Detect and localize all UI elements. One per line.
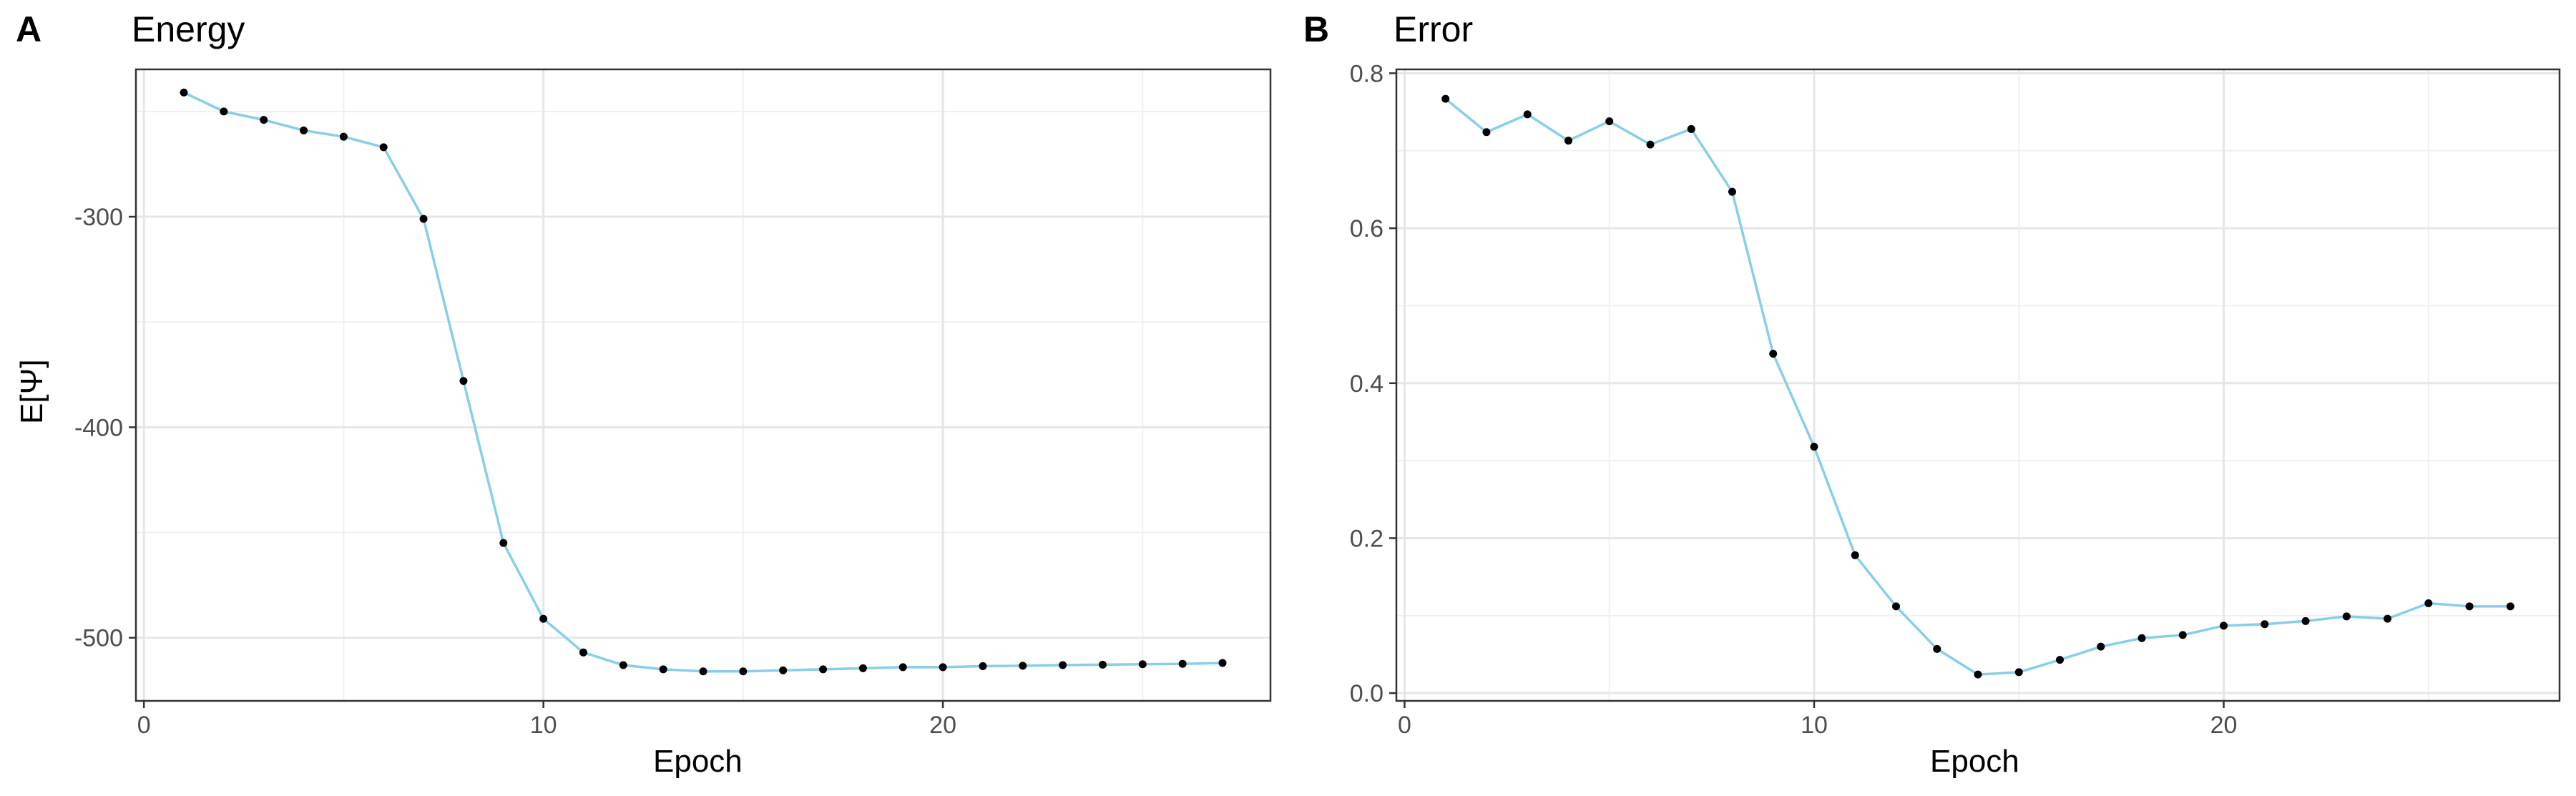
data-point	[699, 667, 707, 676]
data-point	[1482, 128, 1491, 137]
panel-letter: A	[16, 9, 42, 49]
data-point	[1523, 110, 1532, 119]
y-tick-label: -400	[74, 414, 123, 441]
data-point	[379, 143, 388, 152]
data-point	[619, 661, 627, 669]
x-axis-title: Epoch	[653, 744, 743, 779]
data-point	[499, 539, 508, 547]
data-point	[2137, 634, 2146, 642]
plot-border	[1395, 68, 2561, 702]
data-point	[2384, 614, 2392, 623]
y-axis-title: E[Ψ]	[14, 359, 49, 424]
panel-energy: A Energy 0 10 20 -300 -400 -500 Epoch E[Ψ]	[14, 9, 1272, 779]
x-tick-label: 10	[530, 712, 557, 739]
x-axis-title: Epoch	[1930, 744, 2019, 779]
chart-title: Energy	[132, 9, 245, 49]
data-point	[1019, 662, 1027, 670]
data-point	[2220, 621, 2228, 630]
chart-title: Error	[1394, 9, 1474, 49]
data-point	[1769, 350, 1778, 358]
data-point	[979, 662, 987, 670]
data-point	[1178, 659, 1187, 668]
data-point	[1728, 187, 1736, 196]
data-point	[2465, 602, 2474, 611]
data-point	[180, 88, 188, 97]
data-point	[1687, 124, 1695, 133]
data-point	[2097, 642, 2105, 651]
plot-background	[136, 69, 1270, 701]
y-tick-label: 0.2	[1350, 525, 1384, 552]
data-point	[1218, 659, 1227, 667]
data-point	[898, 663, 907, 672]
data-point	[1605, 117, 1614, 126]
data-point	[419, 215, 428, 223]
data-point	[1933, 644, 1941, 653]
data-point	[339, 132, 348, 141]
data-point	[260, 116, 268, 124]
data-point	[819, 665, 828, 674]
y-tick-label: -300	[74, 204, 123, 231]
x-tick-label: 0	[1398, 712, 1411, 739]
y-tick-label: -500	[74, 625, 123, 652]
data-point	[1564, 137, 1572, 145]
data-point	[2342, 612, 2351, 621]
error-chart: 0 10 20 0.0 0.2 0.4 0.6 0.8	[1350, 60, 2561, 739]
data-point	[1138, 660, 1147, 669]
data-point	[579, 648, 587, 657]
data-point	[939, 663, 947, 672]
data-point	[659, 665, 667, 674]
panel-letter: B	[1303, 9, 1330, 49]
data-point	[1891, 602, 1900, 611]
data-point	[459, 377, 468, 385]
data-point	[2261, 620, 2269, 629]
data-point	[2506, 602, 2514, 611]
data-point	[220, 107, 228, 116]
data-point	[1851, 551, 1859, 559]
data-point	[300, 126, 308, 134]
data-point	[1646, 140, 1655, 149]
data-point	[1098, 660, 1107, 669]
data-point	[858, 664, 867, 672]
data-point	[739, 667, 748, 676]
x-tick-label: 0	[137, 712, 151, 739]
data-point	[1059, 661, 1067, 669]
data-point	[1441, 94, 1450, 103]
data-point	[779, 666, 788, 674]
x-tick-label: 10	[1801, 712, 1828, 739]
data-point	[539, 614, 548, 623]
data-point	[2178, 631, 2187, 639]
x-tick-label: 20	[929, 712, 956, 739]
x-tick-label: 20	[2210, 712, 2238, 739]
data-point	[1810, 443, 1818, 451]
data-point	[2014, 668, 2023, 677]
y-tick-label: 0.0	[1350, 680, 1384, 707]
plot-background	[1396, 69, 2560, 701]
y-tick-label: 0.6	[1350, 215, 1384, 242]
data-point	[1974, 670, 1982, 679]
plot-border	[134, 68, 1272, 702]
energy-chart: 0 10 20 -300 -400 -500	[74, 68, 1272, 739]
data-point	[2301, 616, 2310, 625]
data-point	[2056, 656, 2065, 664]
y-tick-label: 0.8	[1350, 60, 1384, 87]
data-point	[2424, 599, 2433, 607]
y-tick-label: 0.4	[1350, 370, 1384, 398]
panel-error: B Error 0 10 20 0.0 0.2 0.4 0.6 0.8 Epoch	[1288, 0, 2576, 796]
